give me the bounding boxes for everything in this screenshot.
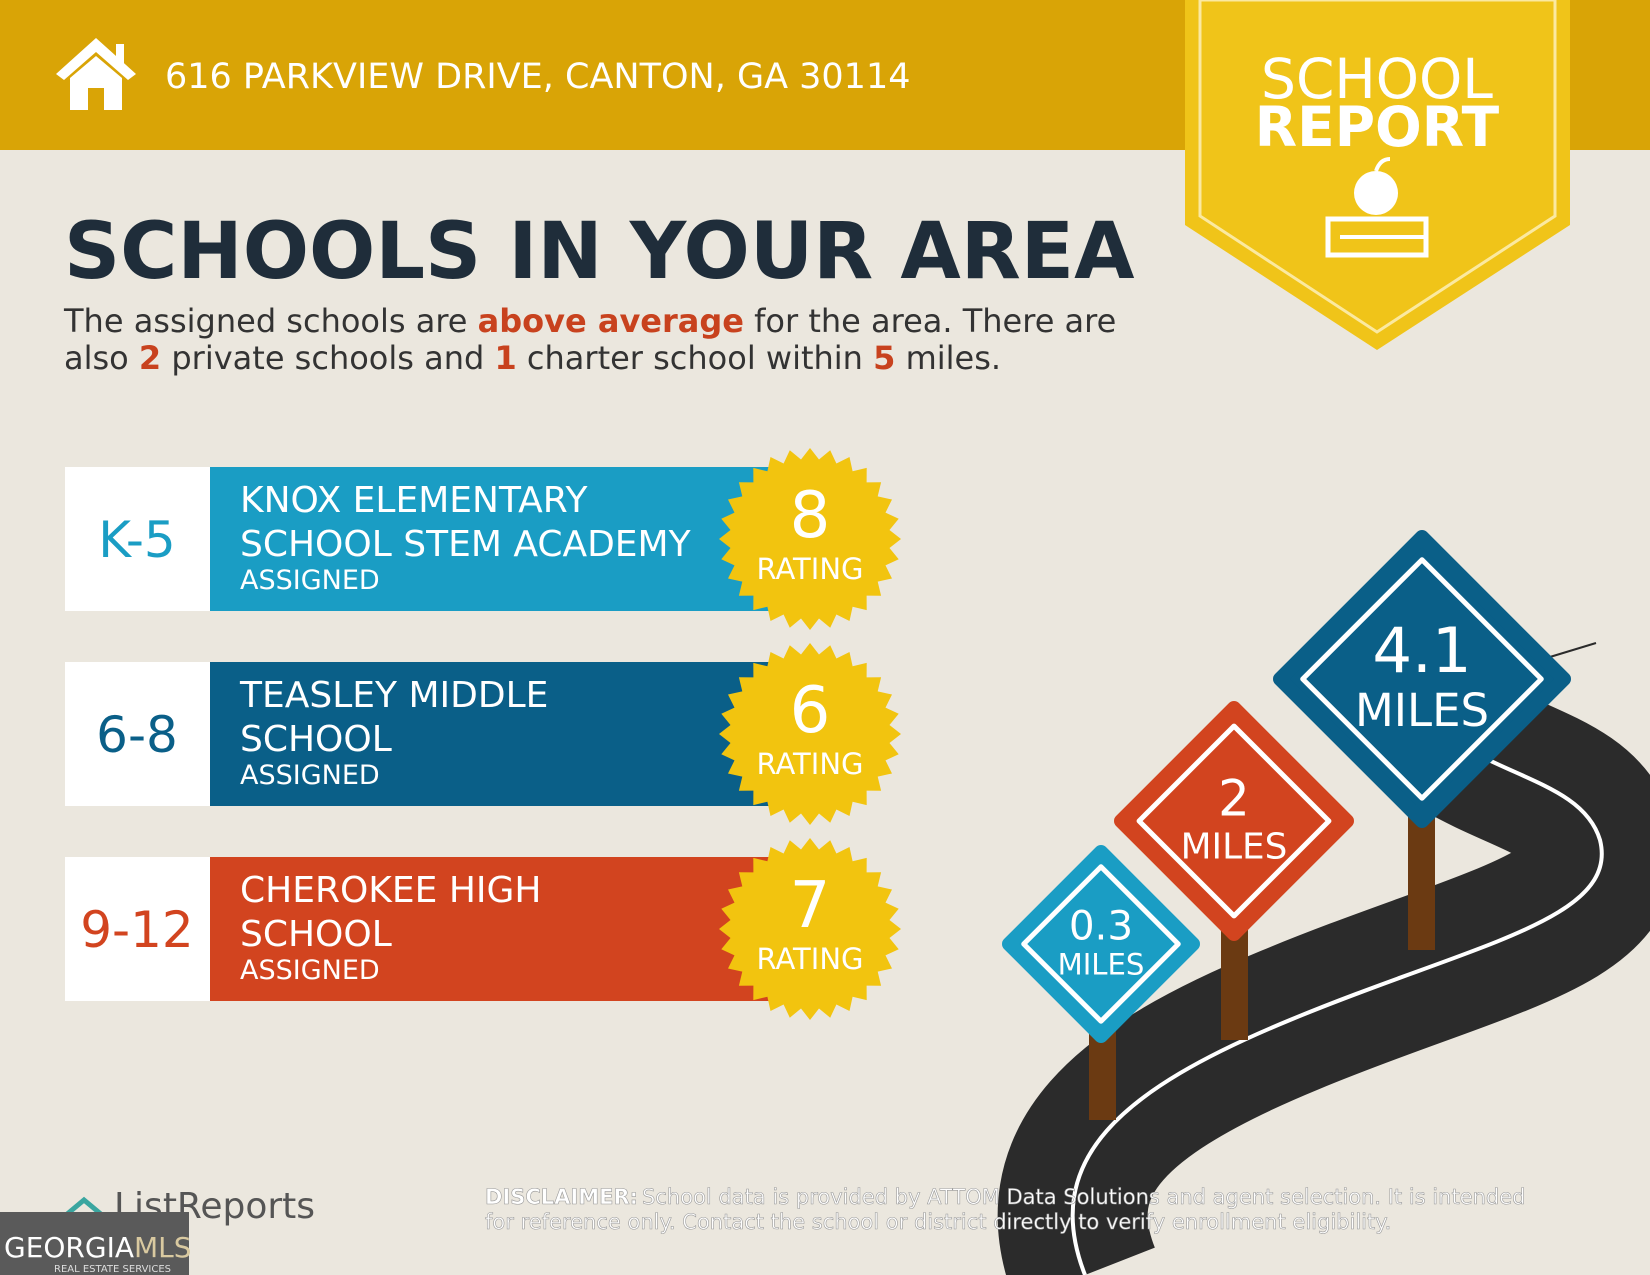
rating-star xyxy=(719,643,901,825)
school-bar xyxy=(210,662,780,806)
school-name: SCHOOL xyxy=(240,914,392,955)
house-icon xyxy=(56,38,136,110)
grade-range: 6-8 xyxy=(96,706,178,764)
badge-line: SCHOOL xyxy=(1261,47,1493,111)
grade-box xyxy=(65,857,210,1001)
distance-unit: MILES xyxy=(1355,684,1489,737)
title: SCHOOLS IN YOUR AREA xyxy=(64,207,1134,297)
summary-text: miles. xyxy=(895,339,1001,377)
summary-highlight: 5 xyxy=(873,339,895,377)
summary-highlight: 2 xyxy=(139,339,161,377)
rating-value: 8 xyxy=(790,479,831,553)
rating-label: RATING xyxy=(757,552,864,586)
distance-unit: MILES xyxy=(1058,947,1145,981)
school-bar xyxy=(210,857,780,1001)
school-name: SCHOOL xyxy=(240,719,392,760)
summary-highlight: 1 xyxy=(494,339,516,377)
summary-text: charter school within xyxy=(517,339,873,377)
disclaimer-text: School data is provided by ATTOM Data So… xyxy=(642,1185,1525,1209)
sign-border xyxy=(1021,864,1181,1024)
school-bar xyxy=(210,467,780,611)
grade-range: 9-12 xyxy=(80,901,193,959)
mls-a: GEORGIA xyxy=(4,1231,134,1264)
badge xyxy=(1185,0,1570,350)
grade-box xyxy=(65,467,210,611)
grade-range: K-5 xyxy=(98,511,175,569)
summary-line: also 2 private schools and 1 charter sch… xyxy=(64,339,1001,377)
rating-star xyxy=(719,838,901,1020)
rating-label: RATING xyxy=(757,747,864,781)
rating-label: RATING xyxy=(757,942,864,976)
disclaimer-text: for reference only. Contact the school o… xyxy=(485,1210,1391,1234)
sign-border xyxy=(1136,723,1332,919)
school-status: ASSIGNED xyxy=(240,760,380,791)
mls-b: MLS xyxy=(134,1231,192,1264)
summary-text: private schools and xyxy=(161,339,494,377)
school-name: TEASLEY MIDDLE xyxy=(239,675,548,716)
summary-text: The assigned schools are xyxy=(63,302,478,340)
distance-unit: MILES xyxy=(1181,826,1288,867)
summary-line: The assigned schools are above average f… xyxy=(63,302,1116,340)
badge-line: REPORT xyxy=(1255,95,1500,159)
sign xyxy=(1273,530,1571,828)
sign-border xyxy=(1300,557,1544,801)
rating-value: 7 xyxy=(790,869,831,943)
school-name: CHEROKEE HIGH xyxy=(240,870,542,911)
school-status: ASSIGNED xyxy=(240,565,380,596)
grade-box xyxy=(65,662,210,806)
mls-logo: GEORGIAMLS xyxy=(4,1231,192,1264)
disclaimer: for reference only. Contact the school o… xyxy=(485,1210,1391,1234)
rating-value: 6 xyxy=(790,674,831,748)
sign-post xyxy=(1089,1030,1116,1120)
school-name: KNOX ELEMENTARY xyxy=(240,480,588,521)
mls-sub: REAL ESTATE SERVICES xyxy=(54,1264,171,1275)
distance-value: 0.3 xyxy=(1069,901,1133,949)
school-status: ASSIGNED xyxy=(240,955,380,986)
address: 616 PARKVIEW DRIVE, CANTON, GA 30114 xyxy=(165,57,910,97)
sign xyxy=(1002,845,1200,1043)
sign xyxy=(1114,701,1354,941)
distance-value: 4.1 xyxy=(1372,614,1471,687)
disclaimer: DISCLAIMER: School data is provided by AT… xyxy=(485,1185,1526,1209)
mls-box xyxy=(0,1212,189,1275)
summary-highlight: above average xyxy=(478,302,744,340)
summary-text: for the area. There are xyxy=(744,302,1116,340)
distance-value: 2 xyxy=(1218,769,1250,827)
rating-star xyxy=(719,448,901,630)
disclaimer-label: DISCLAIMER: xyxy=(485,1185,638,1209)
summary-text: also xyxy=(64,339,139,377)
school-name: SCHOOL STEM ACADEMY xyxy=(240,524,692,565)
